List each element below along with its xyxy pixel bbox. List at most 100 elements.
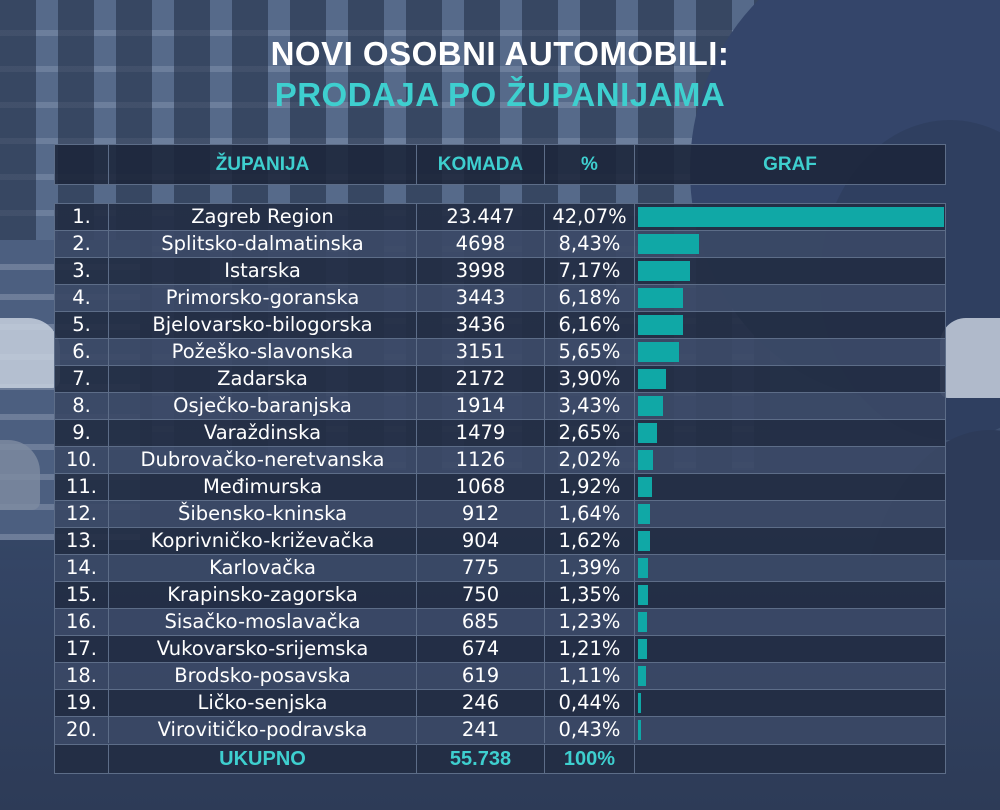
row-percent: 5,65% xyxy=(544,339,634,365)
row-rank: 14. xyxy=(65,556,97,579)
row-quantity: 2172 xyxy=(416,366,544,392)
row-county: Osječko-baranjska xyxy=(108,393,416,419)
row-percent: 3,90% xyxy=(544,366,634,392)
row-percent: 1,39% xyxy=(544,555,634,581)
row-county: Brodsko-posavska xyxy=(108,663,416,689)
header-graph: GRAF xyxy=(634,145,945,184)
bar xyxy=(638,207,944,227)
sales-table: ŽUPANIJA KOMADA % GRAF 1. Zagreb Region 23… xyxy=(54,144,946,774)
total-percent: 100% xyxy=(544,745,634,773)
row-percent: 2,02% xyxy=(544,447,634,473)
header-quantity: KOMADA xyxy=(416,145,544,184)
row-rank: 1. xyxy=(72,205,91,228)
row-graph-cell xyxy=(634,609,945,635)
bar xyxy=(638,693,642,713)
row-county: Karlovačka xyxy=(108,555,416,581)
row-quantity: 619 xyxy=(416,663,544,689)
table-row: 6. Požeško-slavonska 3151 5,65% xyxy=(55,339,945,366)
row-quantity: 1479 xyxy=(416,420,544,446)
row-quantity: 750 xyxy=(416,582,544,608)
row-graph-cell xyxy=(634,420,945,446)
row-quantity: 1914 xyxy=(416,393,544,419)
row-county: Primorsko-goranska xyxy=(108,285,416,311)
title-line-2: PRODAJA PO ŽUPANIJAMA xyxy=(274,76,726,113)
table-row: 14. Karlovačka 775 1,39% xyxy=(55,555,945,582)
bar xyxy=(638,450,653,470)
bar xyxy=(638,234,700,254)
row-quantity: 4698 xyxy=(416,231,544,257)
row-quantity: 775 xyxy=(416,555,544,581)
bar xyxy=(638,288,683,308)
row-percent: 1,35% xyxy=(544,582,634,608)
row-county: Zagreb Region xyxy=(108,204,416,230)
row-quantity: 1126 xyxy=(416,447,544,473)
row-county: Šibensko-kninska xyxy=(108,501,416,527)
bar xyxy=(638,477,652,497)
row-percent: 6,16% xyxy=(544,312,634,338)
row-percent: 1,62% xyxy=(544,528,634,554)
row-county: Sisačko-moslavačka xyxy=(108,609,416,635)
table-row: 20. Virovitičko-podravska 241 0,43% xyxy=(55,717,945,744)
total-label: UKUPNO xyxy=(108,745,416,773)
row-graph-cell xyxy=(634,474,945,500)
row-rank: 3. xyxy=(72,259,91,282)
row-quantity: 3151 xyxy=(416,339,544,365)
header-rank xyxy=(55,145,108,184)
table-row: 10. Dubrovačko-neretvanska 1126 2,02% xyxy=(55,447,945,474)
row-quantity: 1068 xyxy=(416,474,544,500)
row-graph-cell xyxy=(634,312,945,338)
table-row: 3. Istarska 3998 7,17% xyxy=(55,258,945,285)
row-quantity: 3998 xyxy=(416,258,544,284)
row-rank: 11. xyxy=(65,475,97,498)
header-percent: % xyxy=(544,145,634,184)
table-row: 19. Ličko-senjska 246 0,44% xyxy=(55,690,945,717)
row-percent: 1,23% xyxy=(544,609,634,635)
row-graph-cell xyxy=(634,690,945,716)
row-rank: 8. xyxy=(72,394,91,417)
table-row: 15. Krapinsko-zagorska 750 1,35% xyxy=(55,582,945,609)
row-rank: 15. xyxy=(65,583,97,606)
row-quantity: 3443 xyxy=(416,285,544,311)
row-county: Dubrovačko-neretvanska xyxy=(108,447,416,473)
row-rank: 10. xyxy=(65,448,97,471)
row-percent: 0,43% xyxy=(544,717,634,743)
row-quantity: 904 xyxy=(416,528,544,554)
table-header: ŽUPANIJA KOMADA % GRAF xyxy=(54,144,946,185)
row-quantity: 912 xyxy=(416,501,544,527)
bar xyxy=(638,666,647,686)
row-quantity: 685 xyxy=(416,609,544,635)
row-rank: 9. xyxy=(72,421,91,444)
row-county: Virovitičko-podravska xyxy=(108,717,416,743)
bar xyxy=(638,612,647,632)
bar xyxy=(638,315,683,335)
row-graph-cell xyxy=(634,447,945,473)
bar xyxy=(638,504,650,524)
bar xyxy=(638,585,648,605)
row-graph-cell xyxy=(634,555,945,581)
bar xyxy=(638,261,691,281)
row-graph-cell xyxy=(634,501,945,527)
bar xyxy=(638,558,649,578)
row-graph-cell xyxy=(634,528,945,554)
total-quantity: 55.738 xyxy=(416,745,544,773)
table-row: 16. Sisačko-moslavačka 685 1,23% xyxy=(55,609,945,636)
row-rank: 16. xyxy=(65,610,97,633)
row-county: Zadarska xyxy=(108,366,416,392)
row-county: Požeško-slavonska xyxy=(108,339,416,365)
row-rank: 17. xyxy=(65,637,97,660)
row-county: Vukovarsko-srijemska xyxy=(108,636,416,662)
row-county: Varaždinska xyxy=(108,420,416,446)
row-county: Splitsko-dalmatinska xyxy=(108,231,416,257)
table-row: 12. Šibensko-kninska 912 1,64% xyxy=(55,501,945,528)
row-county: Ličko-senjska xyxy=(108,690,416,716)
row-percent: 2,65% xyxy=(544,420,634,446)
header-county: ŽUPANIJA xyxy=(108,145,416,184)
total-rank-cell xyxy=(55,745,108,773)
row-percent: 7,17% xyxy=(544,258,634,284)
table-row: 1. Zagreb Region 23.447 42,07% xyxy=(55,204,945,231)
row-rank: 13. xyxy=(65,529,97,552)
table-row: 7. Zadarska 2172 3,90% xyxy=(55,366,945,393)
row-graph-cell xyxy=(634,231,945,257)
table-row: 9. Varaždinska 1479 2,65% xyxy=(55,420,945,447)
row-graph-cell xyxy=(634,582,945,608)
